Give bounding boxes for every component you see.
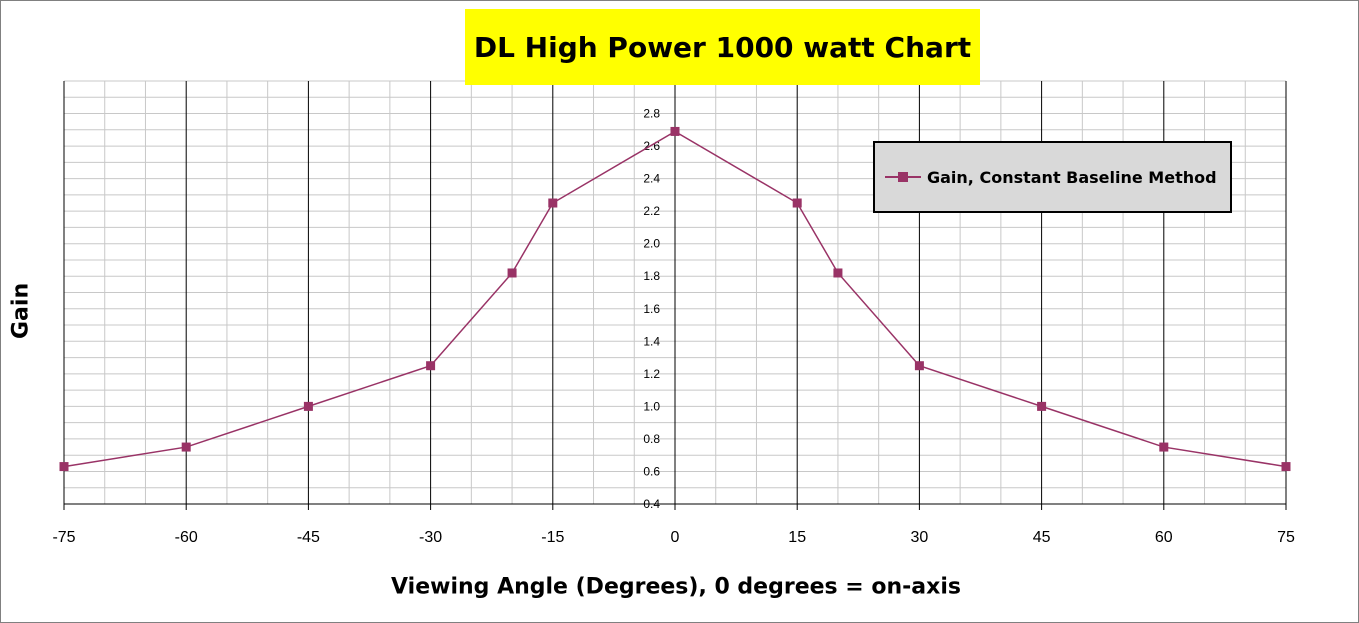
data-point bbox=[548, 198, 558, 208]
y-tick-label: 1.0 bbox=[643, 399, 660, 413]
chart-title: DL High Power 1000 watt Chart bbox=[465, 9, 980, 85]
y-tick-label: 2.0 bbox=[643, 237, 660, 251]
x-tick-label: -45 bbox=[297, 529, 320, 546]
y-tick-label: 0.4 bbox=[643, 497, 660, 511]
data-point bbox=[1037, 401, 1047, 411]
x-tick-label: 15 bbox=[788, 529, 806, 546]
data-point bbox=[670, 126, 680, 136]
data-point bbox=[59, 462, 69, 472]
y-tick-label: 1.4 bbox=[643, 334, 660, 348]
legend: Gain, Constant Baseline Method bbox=[873, 141, 1232, 213]
x-tick-label: 30 bbox=[911, 529, 929, 546]
data-point bbox=[181, 442, 191, 452]
x-tick-label: -60 bbox=[175, 529, 198, 546]
y-tick-label: 0.6 bbox=[643, 464, 660, 478]
x-tick-label: -75 bbox=[52, 529, 75, 546]
y-tick-label: 2.4 bbox=[643, 172, 660, 186]
data-point bbox=[507, 268, 517, 278]
data-point bbox=[426, 361, 436, 371]
x-tick-label: 75 bbox=[1277, 529, 1295, 546]
data-point bbox=[303, 401, 313, 411]
legend-label: Gain, Constant Baseline Method bbox=[927, 167, 1217, 187]
chart-title-text: DL High Power 1000 watt Chart bbox=[473, 30, 972, 64]
y-tick-label: 2.2 bbox=[643, 204, 660, 218]
data-point bbox=[1281, 462, 1291, 472]
x-tick-label: 60 bbox=[1155, 529, 1173, 546]
y-tick-label: 1.6 bbox=[643, 302, 660, 316]
data-point bbox=[792, 198, 802, 208]
legend-swatch-icon bbox=[885, 169, 921, 185]
x-tick-label: 0 bbox=[671, 529, 680, 546]
y-tick-label: 1.8 bbox=[643, 269, 660, 283]
y-tick-label: 2.8 bbox=[643, 107, 660, 121]
x-tick-label: 45 bbox=[1033, 529, 1051, 546]
x-tick-label: -30 bbox=[419, 529, 442, 546]
y-tick-label: 1.2 bbox=[643, 367, 660, 381]
y-tick-label: 0.8 bbox=[643, 432, 660, 446]
data-point bbox=[833, 268, 843, 278]
data-point bbox=[1159, 442, 1169, 452]
x-axis-label: Viewing Angle (Degrees), 0 degrees = on-… bbox=[391, 574, 961, 600]
x-tick-label: -15 bbox=[541, 529, 564, 546]
data-point bbox=[914, 361, 924, 371]
y-axis-label: Gain bbox=[8, 282, 34, 339]
